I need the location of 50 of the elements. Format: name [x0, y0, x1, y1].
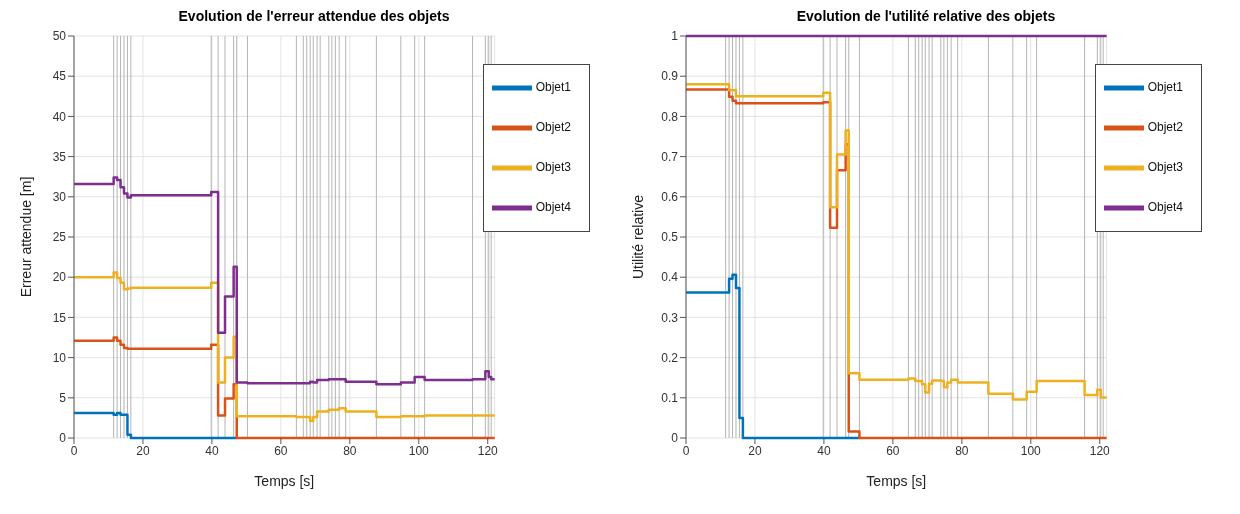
x-tick-label: 80 — [955, 443, 969, 458]
y-tick-label: 40 — [52, 109, 67, 124]
legend-label: Objet4 — [1147, 200, 1183, 215]
x-tick-label: 40 — [205, 443, 219, 458]
y-tick-label: 0.6 — [661, 190, 679, 205]
x-tick-label: 20 — [136, 443, 150, 458]
chart-title: Evolution de l'utilité relative des objets — [795, 8, 1057, 26]
y-tick-label: 50 — [52, 29, 67, 44]
y-tick-label: 0.2 — [661, 350, 679, 365]
x-tick-label: 60 — [274, 443, 288, 458]
y-tick-label: 25 — [52, 230, 67, 245]
legend-label: Objet3 — [1147, 160, 1183, 175]
x-tick-label: 120 — [1089, 443, 1111, 458]
y-tick-label: 1 — [671, 29, 679, 44]
legend-label: Objet1 — [535, 80, 571, 95]
legend-label: Objet3 — [535, 160, 571, 175]
x-tick-label: 100 — [408, 443, 430, 458]
y-tick-label: 30 — [52, 190, 67, 205]
x-tick-label: 80 — [343, 443, 357, 458]
x-tick-label: 100 — [1020, 443, 1042, 458]
x-tick-label: 60 — [886, 443, 900, 458]
y-tick-label: 0.8 — [661, 109, 679, 124]
y-axis-title: Utilité relative — [629, 194, 646, 280]
y-tick-label: 15 — [52, 310, 67, 325]
y-tick-label: 0.3 — [661, 310, 679, 325]
y-tick-label: 45 — [52, 69, 67, 84]
x-tick-label: 0 — [682, 443, 690, 458]
x-tick-label: 20 — [748, 443, 762, 458]
x-axis-title: Temps [s] — [254, 472, 315, 489]
chart-title: Evolution de l'erreur attendue des objets — [177, 8, 451, 26]
y-tick-label: 0.7 — [661, 149, 679, 164]
y-tick-label: 0.4 — [661, 270, 679, 285]
y-tick-label: 10 — [52, 350, 67, 365]
y-tick-label: 0.9 — [661, 69, 679, 84]
x-axis-title: Temps [s] — [866, 472, 927, 489]
y-tick-label: 0.1 — [661, 391, 679, 406]
legend-label: Objet4 — [535, 200, 571, 215]
y-tick-label: 0.5 — [661, 230, 679, 245]
y-tick-label: 0 — [671, 431, 679, 446]
y-tick-label: 20 — [52, 270, 67, 285]
x-tick-label: 40 — [817, 443, 831, 458]
x-tick-label: 0 — [70, 443, 78, 458]
legend-label: Objet2 — [535, 120, 571, 135]
legend-label: Objet1 — [1147, 80, 1183, 95]
y-axis-title: Erreur attendue [m] — [17, 176, 34, 298]
legend-label: Objet2 — [1147, 120, 1183, 135]
y-tick-label: 5 — [59, 391, 67, 406]
y-tick-label: 35 — [52, 149, 67, 164]
x-tick-label: 120 — [477, 443, 499, 458]
y-tick-label: 0 — [59, 431, 67, 446]
